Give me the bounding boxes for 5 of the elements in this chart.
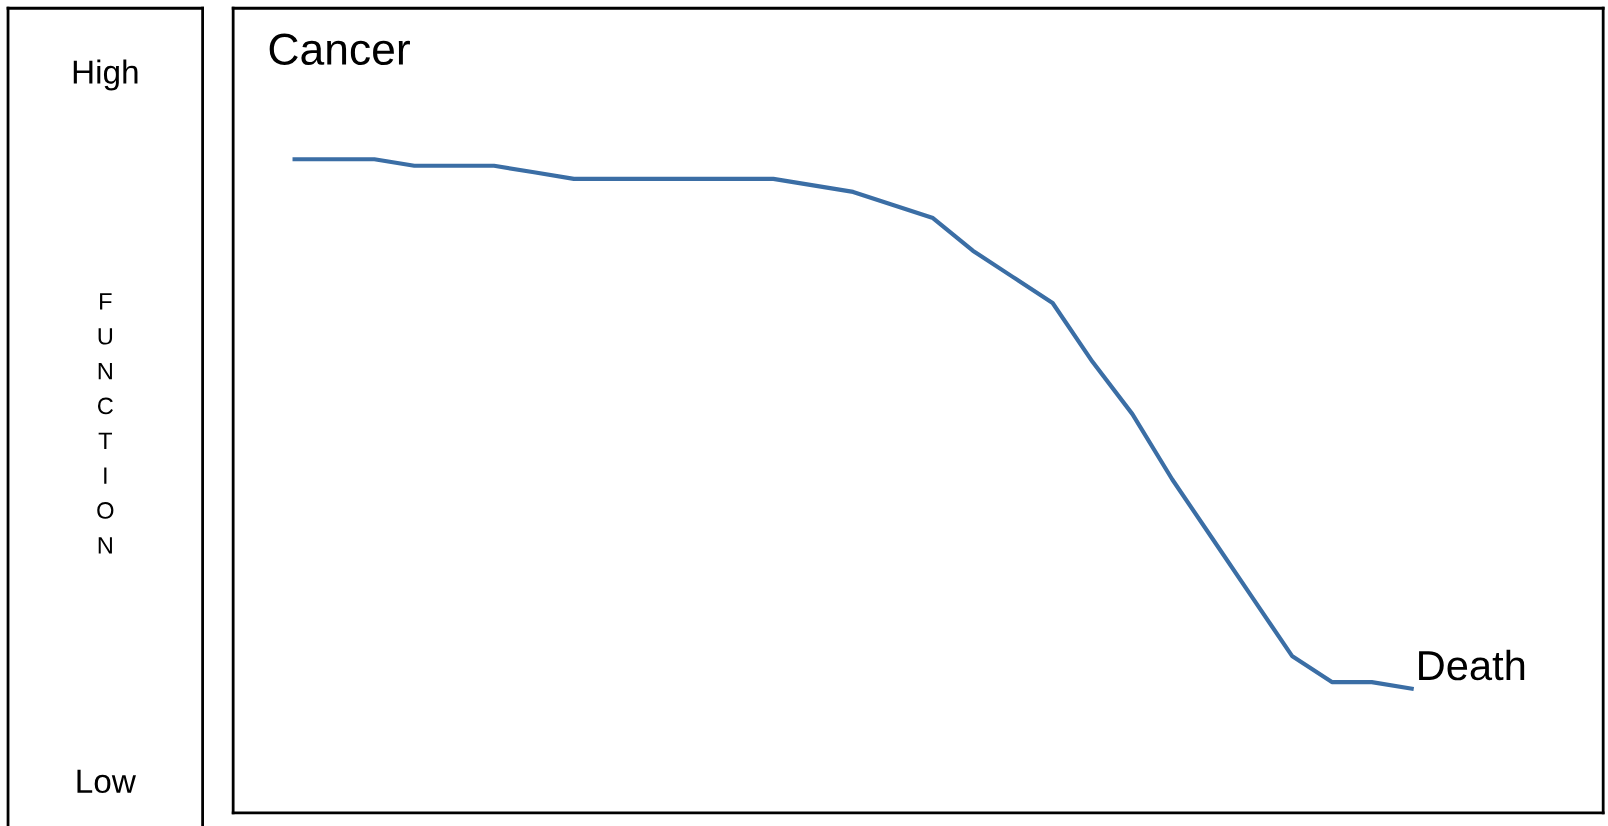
text: Low [77,769,136,794]
chart-title: Cancer [269,33,410,66]
text: FUNCTION [97,293,114,554]
series-label: Death [1419,649,1525,681]
text: High [73,59,138,91]
